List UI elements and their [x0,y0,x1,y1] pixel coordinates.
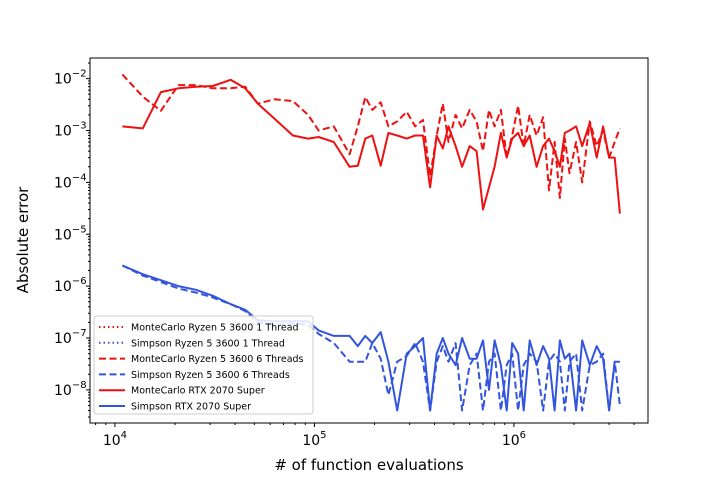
series-line-5 [122,78,621,214]
y-tick-label: 10−7 [54,328,87,347]
y-axis-label: Absolute error [14,186,32,293]
y-tick-label: 10−6 [54,276,87,295]
y-tick-label: 10−2 [54,69,87,88]
legend-label-6: Simpson RTX 2070 Super [131,402,251,413]
y-tick-label: 10−8 [54,380,87,399]
plot-frame [89,57,649,424]
legend-label-4: Simpson Ryzen 5 3600 6 Threads [131,370,290,381]
y-axis-ticks: 10−8 10−7 10−6 10−5 10−4 10−3 10−2 [54,62,90,418]
x-axis-label: # of function evaluations [274,456,464,474]
legend-label-5: MonteCarlo RTX 2070 Super [131,386,265,397]
x-tick-label: 106 [502,430,526,449]
series-line-3 [121,73,621,199]
x-axis-ticks: 104 105 106 [95,423,635,449]
legend-box [93,315,314,415]
y-tick-label: 10−4 [54,172,87,191]
y-tick-label: 10−5 [54,224,87,243]
x-tick-label: 105 [302,430,326,449]
legend-label-1: MonteCarlo Ryzen 5 3600 1 Thread [131,323,299,334]
legend: MonteCarlo Ryzen 5 3600 1 Thread Simpson … [93,315,314,415]
legend-label-3: MonteCarlo Ryzen 5 3600 6 Threads [131,354,304,365]
y-tick-label: 10−3 [54,121,87,140]
x-tick-label: 104 [103,430,127,449]
legend-label-2: Simpson Ryzen 5 3600 1 Thread [131,338,285,349]
